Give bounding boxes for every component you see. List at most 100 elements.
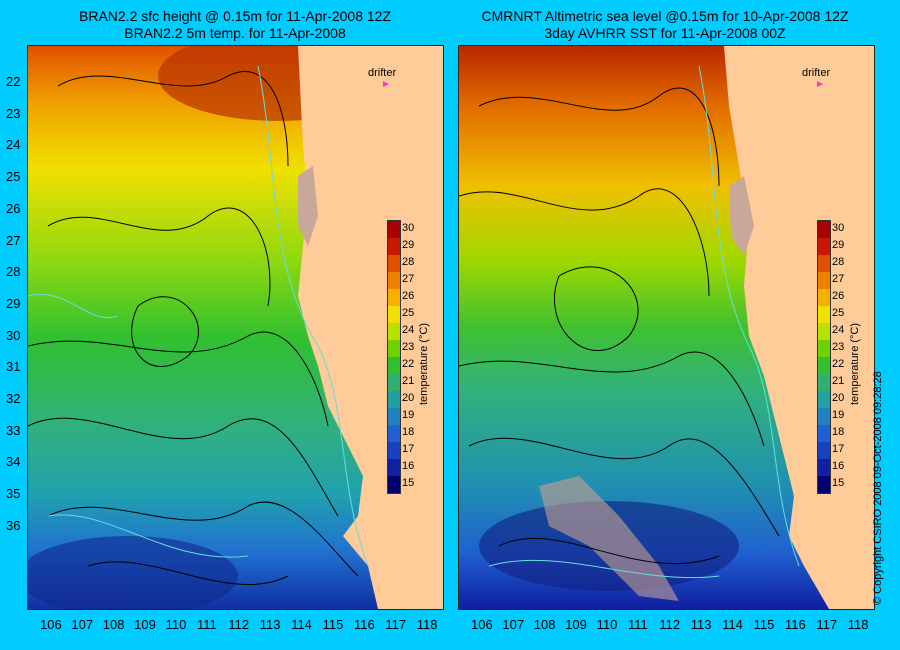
colorbar-swatch [388, 340, 400, 357]
colorbar-tick-label: 22 [832, 358, 845, 370]
colorbar-tick-label: 16 [402, 460, 415, 472]
copyright-notice: © Copyright CSIRO 2008 09-Oct-2008 09:28… [872, 371, 884, 605]
longitude-tick-label: 111 [628, 617, 648, 632]
colorbar-tick-label: 24 [832, 324, 845, 336]
longitude-tick-label: 113 [690, 617, 712, 632]
colorbar-tick-label: 21 [402, 375, 415, 387]
colorbar-swatch [818, 238, 830, 255]
colorbar-swatch [818, 272, 830, 289]
colorbar-swatch [818, 323, 830, 340]
longitude-tick-label: 115 [322, 617, 344, 632]
colorbar-swatch [388, 323, 400, 340]
colorbar-tick-label: 27 [832, 273, 845, 285]
colorbar-swatch [388, 374, 400, 391]
colorbar-swatch [388, 289, 400, 306]
colorbar-tick-label: 23 [832, 341, 845, 353]
colorbar-swatch [818, 425, 830, 442]
colorbar-tick-label: 17 [832, 443, 845, 455]
latitude-tick-label: 25 [6, 169, 21, 185]
colorbar-tick-label: 19 [832, 409, 845, 421]
colorbar-swatch [388, 221, 400, 238]
colorbar-tick-label: 27 [402, 273, 415, 285]
colorbar-tick-label: 26 [402, 290, 415, 302]
colorbar-tick-label: 29 [402, 239, 415, 251]
colorbar-tick-label: 15 [402, 477, 415, 489]
longitude-tick-label: 114 [722, 617, 743, 632]
colorbar-swatch [388, 255, 400, 272]
colorbar-swatch [388, 476, 400, 493]
colorbar-tick-label: 28 [832, 256, 845, 268]
colorbar-swatch [818, 289, 830, 306]
colorbar-swatch [818, 357, 830, 374]
longitude-tick-label: 111 [197, 617, 217, 632]
colorbar-tick-label: 22 [402, 358, 415, 370]
colorbar-tick-label: 21 [832, 375, 845, 387]
left-map-title: BRAN2.2 sfc height @ 0.15m for 11-Apr-20… [35, 8, 435, 42]
left-title-line2: BRAN2.2 5m temp. for 11-Apr-2008 [124, 25, 346, 41]
right-title-line2: 3day AVHRR SST for 11-Apr-2008 00Z [544, 25, 786, 41]
colorbar-swatch [388, 425, 400, 442]
colorbar-swatch [818, 459, 830, 476]
colorbar-swatch [818, 255, 830, 272]
latitude-tick-label: 22 [6, 74, 21, 89]
longitude-tick-label: 107 [71, 617, 94, 632]
colorbar-swatch [818, 391, 830, 408]
colorbar-swatch [388, 408, 400, 425]
longitude-tick-label: 114 [291, 617, 312, 632]
colorbar-tick-label: 18 [402, 426, 415, 438]
latitude-tick-label: 36 [6, 517, 21, 533]
colorbar-swatch [388, 459, 400, 476]
colorbar-tick-label: 25 [402, 307, 415, 319]
colorbar-tick-label: 30 [402, 222, 415, 234]
colorbar-swatch [818, 340, 830, 357]
longitude-tick-label: 110 [596, 617, 618, 632]
latitude-tick-label: 31 [6, 359, 21, 375]
longitude-tick-label: 115 [753, 617, 775, 632]
colorbar-swatch [818, 306, 830, 323]
colorbar-swatch [818, 476, 830, 493]
longitude-tick-label: 117 [385, 617, 407, 632]
latitude-tick-label: 28 [6, 264, 21, 280]
latitude-tick-label: 32 [6, 391, 21, 406]
right-drifter-icon: ► [815, 79, 825, 90]
latitude-tick-label: 27 [6, 232, 21, 248]
longitude-tick-label: 113 [259, 617, 281, 632]
longitude-tick-label: 110 [165, 617, 187, 632]
colorbar-tick-label: 23 [402, 341, 415, 353]
longitude-tick-label: 106 [40, 617, 62, 632]
right-colorbar [817, 220, 831, 494]
colorbar-swatch [818, 374, 830, 391]
colorbar-swatch [388, 442, 400, 459]
latitude-tick-label: 26 [6, 200, 21, 216]
colorbar-tick-label: 20 [832, 392, 845, 404]
colorbar-tick-label: 19 [402, 409, 415, 421]
longitude-tick-label: 112 [228, 617, 250, 632]
longitude-tick-label: 118 [416, 617, 438, 632]
longitude-tick-label: 117 [816, 617, 838, 632]
colorbar-tick-label: 28 [402, 256, 415, 268]
latitude-tick-label: 34 [6, 454, 21, 470]
longitude-tick-label: 109 [565, 617, 587, 632]
colorbar-tick-label: 17 [402, 443, 415, 455]
left-sst-map [27, 45, 444, 610]
right-map-title: CMRNRT Altimetric sea level @0.15m for 1… [455, 8, 875, 42]
colorbar-tick-label: 29 [832, 239, 845, 251]
colorbar-swatch [388, 272, 400, 289]
left-drifter-icon: ► [381, 79, 391, 90]
latitude-tick-label: 30 [6, 327, 21, 343]
longitude-tick-label: 109 [134, 617, 156, 632]
colorbar-swatch [388, 238, 400, 255]
longitude-tick-label: 108 [102, 617, 125, 632]
colorbar-swatch [818, 442, 830, 459]
colorbar-tick-label: 16 [832, 460, 845, 472]
latitude-tick-label: 35 [6, 486, 21, 502]
latitude-tick-label: 23 [6, 105, 21, 121]
colorbar-tick-label: 30 [832, 222, 845, 234]
colorbar-tick-label: 18 [832, 426, 845, 438]
colorbar-swatch [388, 306, 400, 323]
colorbar-swatch [818, 408, 830, 425]
left-title-line1: BRAN2.2 sfc height @ 0.15m for 11-Apr-20… [79, 8, 391, 24]
right-title-line1: CMRNRT Altimetric sea level @0.15m for 1… [481, 8, 849, 24]
right-drifter-label: drifter [802, 67, 831, 79]
right-colorbar-title: temperature (°C) [849, 322, 861, 405]
